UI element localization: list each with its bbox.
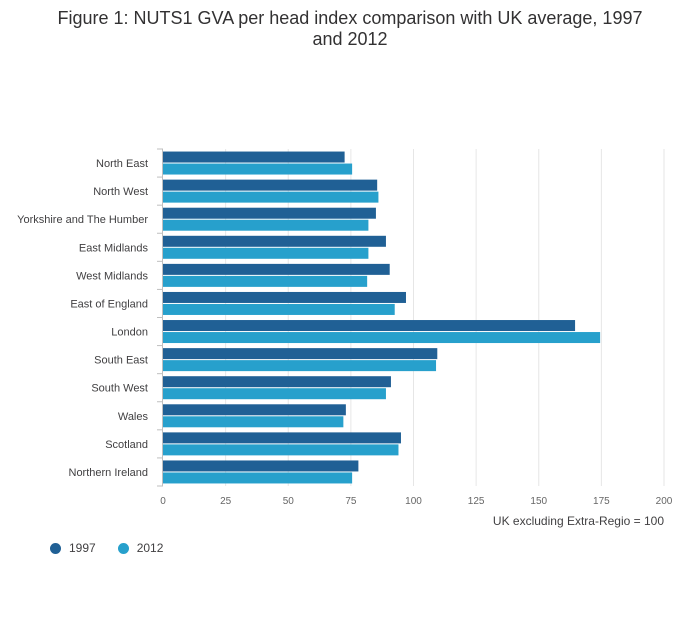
y-tick-label-scotland: Scotland xyxy=(105,439,148,451)
y-tick-label-yorkshire-and-the-humber: Yorkshire and The Humber xyxy=(17,214,148,226)
bar-north-west-2012 xyxy=(163,191,379,203)
legend-swatch-2012 xyxy=(117,542,129,554)
bar-london-2012 xyxy=(163,332,601,344)
legend-swatch-1997 xyxy=(50,542,61,554)
legend-label-1997: 1997 xyxy=(69,541,96,555)
bar-east-of-england-2012 xyxy=(163,303,395,315)
y-tick-label-east-of-england: East of England xyxy=(70,298,148,310)
x-tick-label-50: 50 xyxy=(283,496,295,507)
bar-wales-1997 xyxy=(163,404,346,416)
x-tick-label-100: 100 xyxy=(405,496,422,507)
bar-london-1997 xyxy=(163,320,576,332)
bar-south-west-1997 xyxy=(163,376,391,388)
bar-yorkshire-and-the-humber-2012 xyxy=(163,219,369,231)
legend-label-2012: 2012 xyxy=(136,541,164,555)
bar-south-east-2012 xyxy=(163,360,437,372)
y-tick-label-north-west: North West xyxy=(93,186,148,198)
y-tick-label-south-east: South East xyxy=(94,355,148,367)
y-tick-label-west-midlands: West Midlands xyxy=(76,270,148,282)
bar-north-east-1997 xyxy=(163,151,345,163)
bar-east-midlands-1997 xyxy=(163,235,386,247)
legend-item-2012[interactable]: 2012 xyxy=(117,541,164,555)
y-tick-label-northern-ireland: Northern Ireland xyxy=(69,467,149,479)
chart-title-line-1: Figure 1: NUTS1 GVA per head index compa… xyxy=(57,8,643,28)
y-tick-label-london: London xyxy=(111,327,148,339)
x-tick-label-200: 200 xyxy=(656,496,673,507)
x-tick-label-0: 0 xyxy=(160,496,166,507)
bar-south-west-2012 xyxy=(163,388,386,400)
bar-yorkshire-and-the-humber-1997 xyxy=(163,207,376,219)
bar-scotland-1997 xyxy=(163,432,401,444)
y-tick-label-wales: Wales xyxy=(118,411,149,423)
x-tick-label-125: 125 xyxy=(468,496,485,507)
bar-east-of-england-1997 xyxy=(163,291,406,303)
y-tick-label-east-midlands: East Midlands xyxy=(79,242,149,254)
y-tick-label-north-east: North East xyxy=(96,158,148,170)
bar-west-midlands-2012 xyxy=(163,275,368,287)
bar-west-midlands-1997 xyxy=(163,263,390,275)
bar-wales-2012 xyxy=(163,416,344,428)
x-tick-label-175: 175 xyxy=(593,496,610,507)
y-tick-label-south-west: South West xyxy=(91,383,148,395)
legend-item-1997[interactable]: 1997 xyxy=(50,541,96,555)
x-tick-label-75: 75 xyxy=(345,496,357,507)
bar-north-west-1997 xyxy=(163,179,378,191)
chart-title: Figure 1: NUTS1 GVA per head index compa… xyxy=(0,8,700,50)
x-tick-label-150: 150 xyxy=(530,496,547,507)
x-tick-label-25: 25 xyxy=(220,496,232,507)
x-axis-title: UK excluding Extra-Regio = 100 xyxy=(493,514,664,528)
bar-northern-ireland-2012 xyxy=(163,472,353,484)
bar-northern-ireland-1997 xyxy=(163,460,359,472)
bar-east-midlands-2012 xyxy=(163,247,369,259)
chart-title-line-2: and 2012 xyxy=(312,29,388,49)
bar-north-east-2012 xyxy=(163,163,353,175)
bar-south-east-1997 xyxy=(163,348,438,360)
legend: 1997 2012 xyxy=(50,541,185,555)
bar-scotland-2012 xyxy=(163,444,399,456)
